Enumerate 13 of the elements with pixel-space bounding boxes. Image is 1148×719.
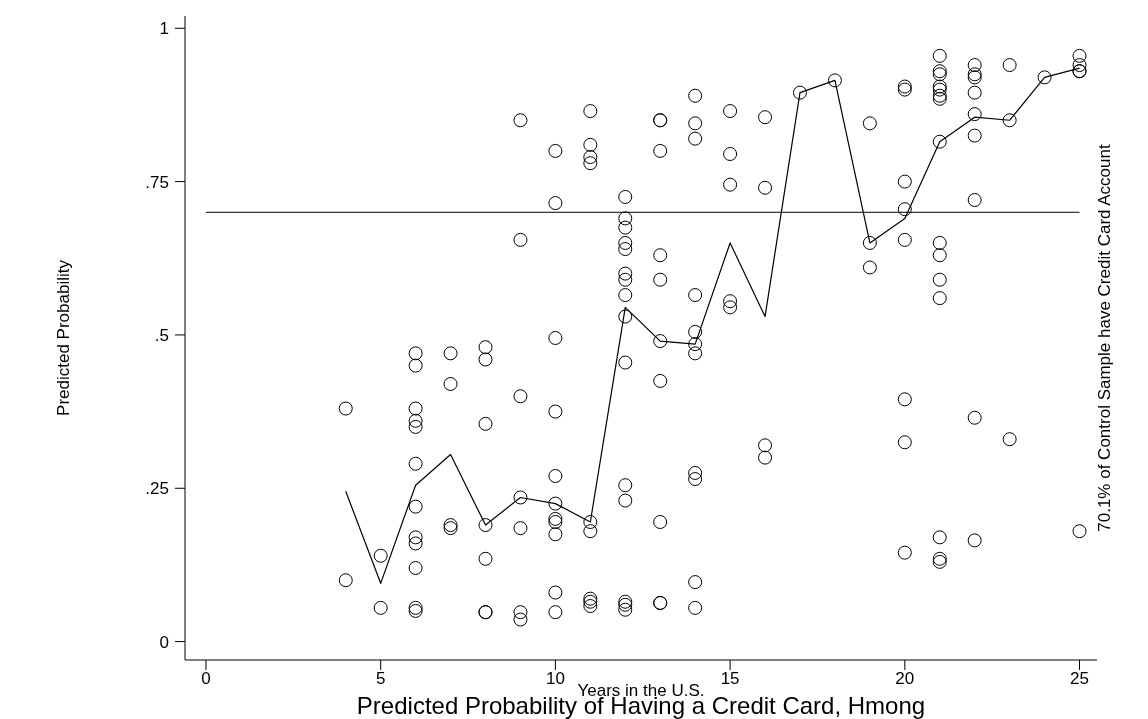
x-tick-label: 15: [720, 669, 740, 688]
y-tick-label: 0: [159, 632, 169, 652]
x-tick-label: 20: [895, 669, 915, 688]
ref-line-label: 70.1% of Control Sample have Credit Card Account: [1095, 144, 1114, 532]
y-tick-label: .5: [154, 325, 169, 345]
y-tick-label: 1: [159, 19, 169, 39]
x-tick-label: 0: [201, 669, 211, 688]
x-tick-label: 5: [375, 669, 386, 688]
x-tick-label: 25: [1070, 669, 1089, 688]
x-tick-label: 10: [545, 669, 565, 688]
y-tick-label: .75: [145, 172, 169, 192]
y-tick-label: .25: [145, 479, 169, 499]
y-axis-title: Predicted Probability: [54, 259, 73, 416]
